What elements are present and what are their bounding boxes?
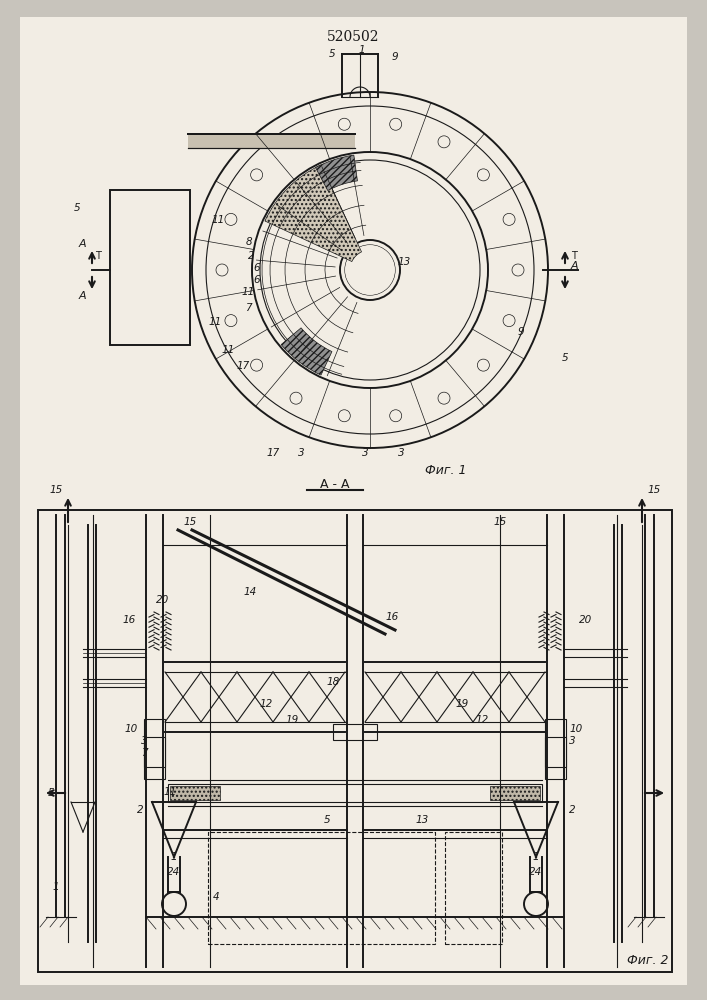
Text: 5: 5 — [323, 815, 330, 825]
Text: 5: 5 — [328, 49, 335, 59]
Text: A: A — [78, 239, 86, 249]
Bar — [545, 737, 566, 767]
Circle shape — [438, 136, 450, 148]
Text: 19: 19 — [455, 699, 468, 709]
Text: 24: 24 — [530, 867, 543, 877]
Bar — [168, 784, 542, 802]
Text: 13: 13 — [398, 257, 411, 267]
Text: 20: 20 — [579, 615, 592, 625]
Text: 17: 17 — [237, 361, 250, 371]
Text: 3: 3 — [141, 736, 148, 746]
Bar — [144, 737, 165, 767]
Bar — [188, 134, 355, 148]
Circle shape — [339, 410, 350, 422]
Text: 3: 3 — [569, 736, 575, 746]
Text: 15: 15 — [493, 517, 507, 527]
Bar — [38, 510, 672, 972]
Wedge shape — [265, 165, 361, 262]
Text: 6: 6 — [253, 275, 260, 285]
Text: 15: 15 — [183, 517, 197, 527]
Bar — [445, 832, 502, 944]
Text: A: A — [78, 291, 86, 301]
Text: 24: 24 — [168, 867, 180, 877]
Text: T: T — [95, 251, 101, 261]
Circle shape — [477, 169, 489, 181]
Text: 1: 1 — [358, 45, 366, 55]
Text: Фиг. 1: Фиг. 1 — [425, 464, 467, 477]
Circle shape — [438, 392, 450, 404]
Text: 19: 19 — [285, 715, 298, 725]
Text: 8: 8 — [245, 237, 252, 247]
Text: 15: 15 — [49, 485, 63, 495]
Text: A: A — [570, 261, 578, 271]
Text: 2: 2 — [248, 251, 255, 261]
Circle shape — [345, 245, 395, 295]
Text: 10: 10 — [569, 724, 583, 734]
Circle shape — [250, 359, 262, 371]
Circle shape — [225, 213, 237, 225]
Text: 7: 7 — [141, 748, 148, 758]
Text: 2: 2 — [569, 805, 575, 815]
Text: 3: 3 — [362, 448, 368, 458]
Bar — [333, 724, 377, 740]
Circle shape — [290, 392, 302, 404]
Text: 4: 4 — [213, 892, 220, 902]
Circle shape — [216, 264, 228, 276]
Text: 520502: 520502 — [327, 30, 379, 44]
Circle shape — [477, 359, 489, 371]
Circle shape — [503, 315, 515, 327]
Circle shape — [512, 264, 524, 276]
Text: T: T — [571, 251, 577, 261]
Text: 5: 5 — [74, 203, 80, 213]
Bar — [170, 786, 220, 800]
Wedge shape — [315, 155, 358, 191]
Text: 15: 15 — [648, 485, 660, 495]
Text: 11: 11 — [164, 787, 177, 797]
Text: 1: 1 — [170, 852, 177, 862]
Bar — [208, 832, 435, 944]
Bar — [490, 786, 540, 800]
Circle shape — [390, 118, 402, 130]
Text: 17: 17 — [267, 448, 280, 458]
Bar — [110, 190, 190, 345]
Text: 14: 14 — [243, 587, 256, 597]
Text: 11: 11 — [242, 287, 255, 297]
Text: 3: 3 — [398, 448, 404, 458]
Circle shape — [162, 892, 186, 916]
Text: 9: 9 — [392, 52, 399, 62]
Text: А - А: А - А — [320, 478, 350, 490]
Text: 20: 20 — [156, 595, 169, 605]
Text: 12: 12 — [260, 699, 273, 709]
Circle shape — [250, 169, 262, 181]
Circle shape — [524, 892, 548, 916]
Text: 11: 11 — [212, 215, 225, 225]
Circle shape — [225, 315, 237, 327]
Text: 2: 2 — [137, 805, 144, 815]
Text: 3: 3 — [298, 448, 305, 458]
Text: 11: 11 — [222, 345, 235, 355]
Bar — [545, 719, 566, 779]
Text: 7: 7 — [245, 303, 252, 313]
Circle shape — [503, 213, 515, 225]
Wedge shape — [281, 328, 332, 375]
Text: 6: 6 — [253, 263, 260, 273]
Circle shape — [290, 136, 302, 148]
Text: 11: 11 — [209, 317, 222, 327]
Text: Фиг. 2: Фиг. 2 — [627, 954, 669, 966]
Text: 10: 10 — [124, 724, 138, 734]
Text: 16: 16 — [123, 615, 136, 625]
Text: 16: 16 — [385, 612, 398, 622]
Text: 9: 9 — [518, 327, 525, 337]
Text: 1: 1 — [532, 852, 539, 862]
Text: 18: 18 — [327, 677, 340, 687]
Text: 12: 12 — [475, 715, 489, 725]
Text: 5: 5 — [48, 788, 54, 798]
Circle shape — [339, 118, 350, 130]
Text: 13: 13 — [415, 815, 428, 825]
Circle shape — [390, 410, 402, 422]
Text: 1: 1 — [53, 882, 59, 892]
Text: 5: 5 — [562, 353, 568, 363]
Bar — [144, 719, 165, 779]
